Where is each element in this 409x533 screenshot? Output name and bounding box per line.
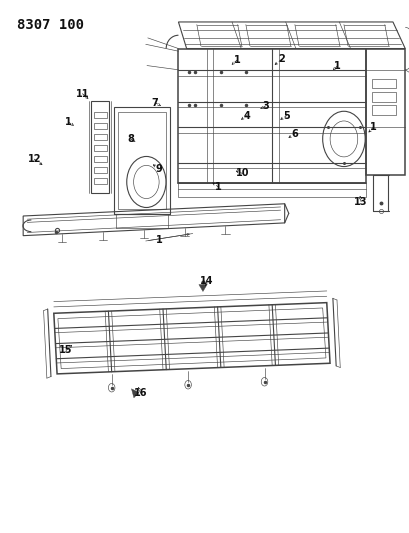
Text: 1: 1 xyxy=(214,182,221,192)
Text: 9: 9 xyxy=(155,164,162,174)
Text: 6: 6 xyxy=(291,128,297,139)
Text: 7: 7 xyxy=(151,98,158,108)
Text: 1: 1 xyxy=(233,55,240,65)
Bar xyxy=(94,177,106,184)
Text: 8: 8 xyxy=(127,134,134,144)
Text: 5: 5 xyxy=(283,110,290,120)
Text: 2: 2 xyxy=(278,54,285,64)
Polygon shape xyxy=(131,389,139,398)
Text: 3: 3 xyxy=(261,101,268,111)
Bar xyxy=(371,79,395,88)
Text: 12: 12 xyxy=(27,154,41,164)
Text: 1: 1 xyxy=(334,61,340,70)
Bar xyxy=(371,106,395,115)
Polygon shape xyxy=(198,285,207,292)
Bar xyxy=(94,156,106,162)
Text: 14: 14 xyxy=(200,277,213,286)
Bar xyxy=(94,112,106,118)
Bar xyxy=(94,123,106,129)
Bar xyxy=(371,92,395,102)
Text: 8307 100: 8307 100 xyxy=(17,18,84,31)
Bar xyxy=(94,134,106,140)
Text: 1: 1 xyxy=(155,235,162,245)
Text: 16: 16 xyxy=(133,388,147,398)
Text: 13: 13 xyxy=(353,197,367,207)
Text: 15: 15 xyxy=(59,345,73,356)
Text: 1: 1 xyxy=(369,122,376,132)
Bar xyxy=(94,167,106,173)
Bar xyxy=(94,145,106,151)
Text: 10: 10 xyxy=(235,168,249,179)
Text: 11: 11 xyxy=(76,88,89,99)
Text: 1: 1 xyxy=(65,117,71,127)
Text: 4: 4 xyxy=(243,110,249,120)
